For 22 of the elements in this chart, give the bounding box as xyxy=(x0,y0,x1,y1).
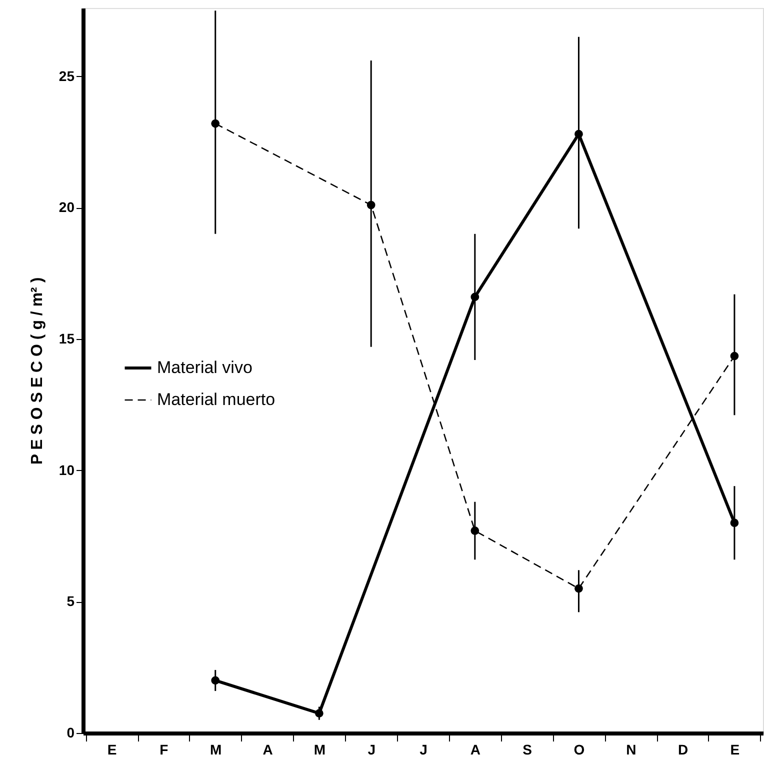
x-tick-label: A xyxy=(262,742,273,758)
x-tick-label: M xyxy=(314,742,326,758)
x-tick-label: J xyxy=(420,742,428,758)
x-tick-label: O xyxy=(574,742,585,758)
y-tick-label: 20 xyxy=(58,199,75,216)
x-tick-label: A xyxy=(470,742,480,758)
x-tick-label: F xyxy=(160,742,169,758)
legend-label: Material muerto xyxy=(157,390,276,409)
x-tick-label: D xyxy=(678,742,688,758)
x-tick-label: E xyxy=(107,742,117,758)
x-tick-label: M xyxy=(210,742,222,758)
y-tick-label: 0 xyxy=(66,724,75,740)
x-tick-label: E xyxy=(730,742,740,758)
x-tick-label: J xyxy=(368,742,376,758)
y-tick-label: 5 xyxy=(66,593,75,610)
y-tick-label: 25 xyxy=(58,68,75,84)
y-axis-title: P E S O S E C O ( g / m² ) xyxy=(28,277,46,465)
y-tick-label: 15 xyxy=(58,330,75,346)
x-tick-label: N xyxy=(626,742,636,758)
x-tick-label: S xyxy=(522,742,532,758)
y-tick-label: 10 xyxy=(58,462,75,478)
legend-label: Material vivo xyxy=(157,358,252,377)
